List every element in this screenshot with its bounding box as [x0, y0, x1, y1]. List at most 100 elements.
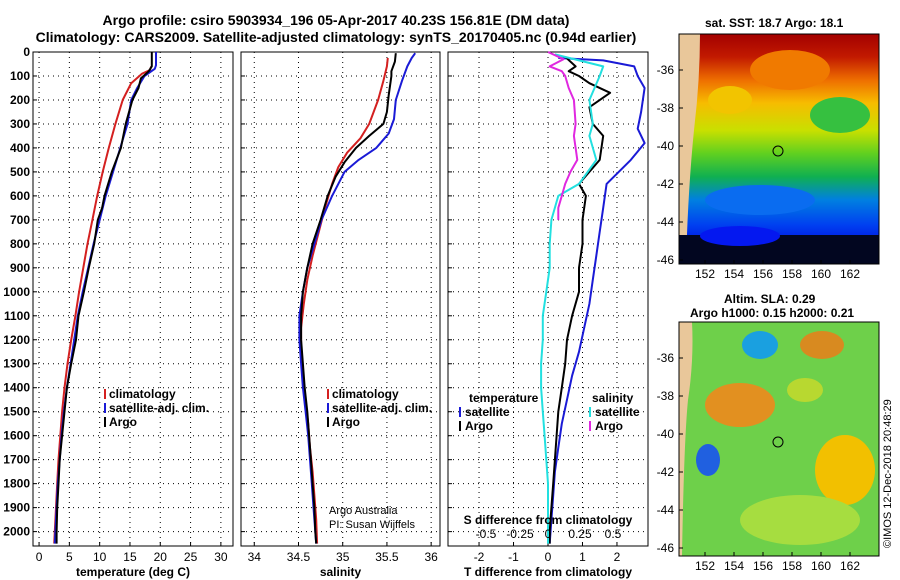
- map-xtick-label: 158: [782, 559, 802, 573]
- sst-eddy-blue: [705, 185, 815, 215]
- sla-eddy-6: [740, 495, 860, 545]
- legend-label: satellite: [595, 405, 640, 419]
- map-ytick-label: -36: [657, 351, 675, 365]
- xtick-label: 1: [579, 550, 586, 564]
- legend-label: Argo: [465, 419, 493, 433]
- secondary-tick-label: 0: [545, 527, 552, 541]
- xtick-label: 0: [545, 550, 552, 564]
- ytick-label: 200: [10, 93, 30, 107]
- series-line: [540, 53, 605, 544]
- series-line: [53, 66, 153, 544]
- map-ytick-label: -42: [657, 465, 675, 479]
- xaxis-label: temperature (deg C): [76, 565, 190, 579]
- series-line: [547, 51, 579, 220]
- xtick-label: 34.5: [287, 550, 311, 564]
- map-xtick-label: 160: [811, 267, 831, 281]
- sst-eddy-deepblue: [700, 226, 780, 246]
- xtick-label: 25: [184, 550, 198, 564]
- ytick-label: 600: [10, 189, 30, 203]
- secondary-tick-label: 0.5: [605, 527, 622, 541]
- xtick-label: 2: [614, 550, 621, 564]
- panel-frame-1: [240, 51, 441, 547]
- sla-eddy-4: [800, 331, 844, 359]
- ytick-label: 500: [10, 165, 30, 179]
- chart-title-line2: Climatology: CARS2009. Satellite-adjuste…: [35, 29, 637, 45]
- sla-eddy-1: [742, 331, 778, 359]
- sst-map: [679, 34, 879, 264]
- sst-map-title: sat. SST: 18.7 Argo: 18.1: [705, 16, 844, 30]
- map-xtick-label: 154: [724, 267, 744, 281]
- legend-label: climatology: [109, 387, 176, 401]
- map-xtick-label: 156: [753, 267, 773, 281]
- map-xtick-label: 154: [724, 559, 744, 573]
- legend-title-temperature: temperature: [469, 391, 539, 405]
- ytick-label: 1200: [3, 333, 30, 347]
- legend-label: Argo: [109, 415, 137, 429]
- map-ytick-label: -44: [657, 215, 675, 229]
- map-ytick-label: -42: [657, 177, 675, 191]
- map-xtick-label: 152: [695, 559, 715, 573]
- map-ytick-label: -38: [657, 101, 675, 115]
- series-line: [300, 53, 397, 544]
- ytick-label: 1400: [3, 381, 30, 395]
- ytick-label: 300: [10, 117, 30, 131]
- map-ytick-label: -36: [657, 63, 675, 77]
- map-frame-0: [678, 33, 880, 265]
- panel-frame-2: [447, 51, 649, 547]
- sst-argo-marker: [772, 145, 784, 157]
- ytick-label: 1000: [3, 285, 30, 299]
- sla-eddy-3: [705, 383, 775, 427]
- ytick-label: 1500: [3, 405, 30, 419]
- legend-label: Argo: [595, 419, 623, 433]
- credit-line1: Argo Australia: [329, 505, 398, 517]
- xtick-label: 5: [66, 550, 73, 564]
- panel-frame-0: [32, 51, 234, 547]
- map-xtick-label: 162: [840, 559, 860, 573]
- secondary-axis-label: S difference from climatology: [464, 513, 633, 527]
- xtick-label: 10: [93, 550, 107, 564]
- sst-land-coast: [679, 34, 700, 264]
- xtick-label: 20: [154, 550, 168, 564]
- map-ytick-label: -46: [657, 541, 675, 555]
- map-ytick-label: -44: [657, 503, 675, 517]
- legend-title-salinity: salinity: [592, 391, 634, 405]
- chart-title-line1: Argo profile: csiro 5903934_196 05-Apr-2…: [102, 12, 570, 28]
- ytick-label: 1800: [3, 477, 30, 491]
- xtick-label: -1: [508, 550, 519, 564]
- secondary-tick-label: 0.25: [568, 527, 592, 541]
- sla-eddy-5: [815, 435, 875, 505]
- map-ytick-label: -38: [657, 389, 675, 403]
- ytick-label: 900: [10, 261, 30, 275]
- series-line: [55, 52, 153, 544]
- ytick-label: 1100: [4, 309, 30, 323]
- xtick-label: 30: [214, 550, 228, 564]
- xtick-label: 0: [36, 550, 43, 564]
- map-xtick-label: 152: [695, 267, 715, 281]
- sla-map: [679, 322, 879, 556]
- xtick-label: 35: [336, 550, 350, 564]
- ytick-label: 700: [10, 213, 30, 227]
- map-ytick-label: -46: [657, 253, 675, 267]
- xtick-label: 15: [123, 550, 137, 564]
- sst-eddy-warm: [750, 50, 830, 90]
- sla-argo-marker: [772, 436, 784, 448]
- secondary-tick-label: -0.25: [506, 527, 534, 541]
- sla-map-title-line1: Altim. SLA: 0.29: [724, 292, 816, 306]
- ytick-label: 800: [10, 237, 30, 251]
- sst-eddy-yellow: [708, 86, 752, 114]
- xtick-label: 36: [424, 550, 438, 564]
- ytick-label: 0: [23, 45, 30, 59]
- xaxis-label: salinity: [320, 565, 362, 579]
- xtick-label: 35.5: [375, 550, 399, 564]
- map-xtick-label: 160: [811, 559, 831, 573]
- ytick-label: 1700: [3, 453, 30, 467]
- xtick-label: 34: [248, 550, 262, 564]
- ytick-label: 1900: [3, 501, 30, 515]
- legend-label: climatology: [332, 387, 399, 401]
- ytick-label: 1300: [3, 357, 30, 371]
- legend-label: satellite-adj. clim.: [109, 401, 209, 415]
- map-xtick-label: 158: [782, 267, 802, 281]
- xtick-label: -2: [474, 550, 485, 564]
- map-ytick-label: -40: [657, 139, 675, 153]
